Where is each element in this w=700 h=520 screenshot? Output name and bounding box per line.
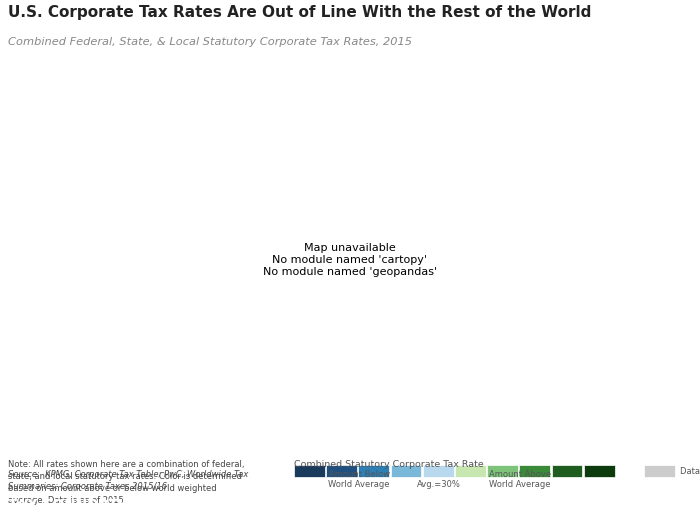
- Bar: [423, 465, 454, 477]
- Bar: [455, 465, 486, 477]
- Bar: [584, 465, 615, 477]
- Text: Amount Above
World Average: Amount Above World Average: [489, 470, 551, 489]
- Text: Note: All rates shown here are a combination of federal,
state, and local statut: Note: All rates shown here are a combina…: [8, 460, 245, 505]
- Text: Combined Federal, State, & Local Statutory Corporate Tax Rates, 2015: Combined Federal, State, & Local Statuto…: [8, 37, 412, 47]
- Text: Map unavailable
No module named 'cartopy'
No module named 'geopandas': Map unavailable No module named 'cartopy…: [263, 243, 437, 277]
- Bar: [519, 465, 550, 477]
- Text: Combined Statutory Corporate Tax Rate: Combined Statutory Corporate Tax Rate: [294, 460, 484, 470]
- Bar: [644, 465, 675, 477]
- Text: Avg.=30%: Avg.=30%: [417, 480, 461, 489]
- Bar: [358, 465, 389, 477]
- Text: U.S. Corporate Tax Rates Are Out of Line With the Rest of the World: U.S. Corporate Tax Rates Are Out of Line…: [8, 5, 592, 20]
- Text: Source:  KPMG, Corporate Tax Table; PwC, Worldwide Tax
Summaries: Corporate Taxe: Source: KPMG, Corporate Tax Table; PwC, …: [8, 470, 248, 490]
- Bar: [391, 465, 421, 477]
- Bar: [294, 465, 325, 477]
- Text: Data Not Available: Data Not Available: [680, 467, 700, 476]
- Text: Amount Below
World Average: Amount Below World Average: [328, 470, 390, 489]
- Bar: [487, 465, 518, 477]
- Text: TAX FOUNDATION: TAX FOUNDATION: [8, 498, 147, 512]
- Bar: [326, 465, 357, 477]
- Text: @TaxFoundation: @TaxFoundation: [589, 499, 692, 512]
- Bar: [552, 465, 582, 477]
